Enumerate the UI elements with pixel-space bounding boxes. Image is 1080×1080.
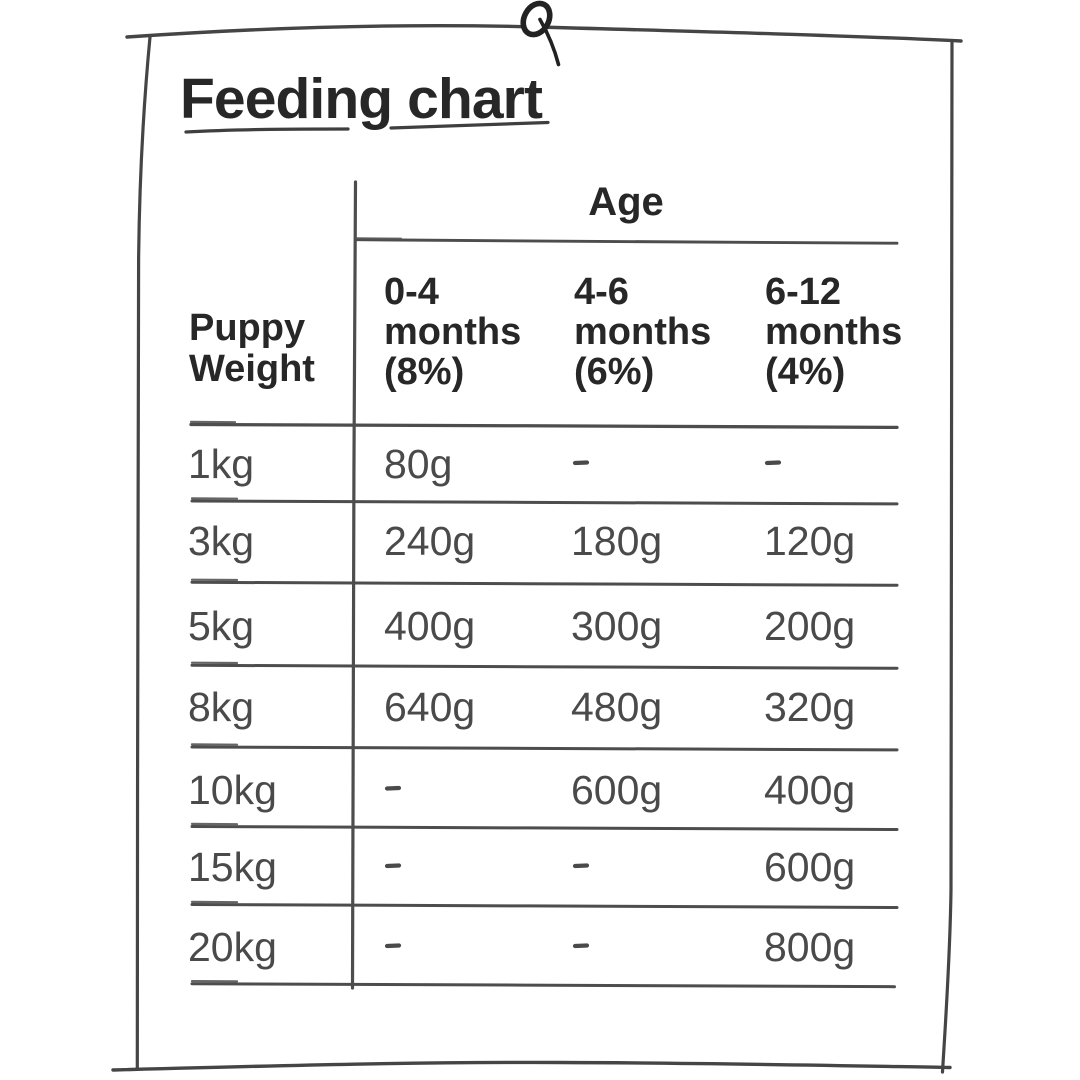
svg-text:320g: 320g bbox=[764, 684, 855, 730]
svg-text:640g: 640g bbox=[384, 684, 475, 730]
svg-text:8kg: 8kg bbox=[188, 684, 254, 730]
svg-text:400g: 400g bbox=[764, 767, 855, 813]
svg-text:600g: 600g bbox=[571, 767, 662, 813]
svg-text:5kg: 5kg bbox=[188, 603, 254, 649]
svg-text:400g: 400g bbox=[384, 603, 475, 649]
svg-text:1kg: 1kg bbox=[188, 441, 254, 487]
svg-text:600g: 600g bbox=[764, 844, 855, 890]
svg-text:180g: 180g bbox=[571, 518, 662, 564]
svg-text:months: months bbox=[574, 311, 711, 353]
svg-text:10kg: 10kg bbox=[188, 767, 277, 813]
svg-text:80g: 80g bbox=[384, 441, 452, 487]
svg-text:4-6: 4-6 bbox=[574, 271, 629, 313]
svg-text:200g: 200g bbox=[764, 603, 855, 649]
svg-text:20kg: 20kg bbox=[188, 924, 277, 970]
svg-text:Feeding chart: Feeding chart bbox=[180, 67, 543, 131]
svg-text:6-12: 6-12 bbox=[765, 271, 841, 313]
svg-text:800g: 800g bbox=[764, 924, 855, 970]
svg-text:480g: 480g bbox=[571, 684, 662, 730]
svg-text:(8%): (8%) bbox=[384, 351, 464, 393]
svg-text:Weight: Weight bbox=[189, 348, 315, 390]
svg-text:240g: 240g bbox=[384, 518, 475, 564]
svg-text:15kg: 15kg bbox=[188, 844, 277, 890]
svg-text:300g: 300g bbox=[571, 603, 662, 649]
svg-text:(4%): (4%) bbox=[765, 351, 845, 393]
svg-text:(6%): (6%) bbox=[574, 351, 654, 393]
svg-text:Puppy: Puppy bbox=[189, 307, 305, 349]
svg-text:3kg: 3kg bbox=[188, 518, 254, 564]
svg-text:0-4: 0-4 bbox=[384, 271, 439, 313]
svg-text:120g: 120g bbox=[764, 518, 855, 564]
svg-text:months: months bbox=[384, 311, 521, 353]
svg-text:months: months bbox=[765, 311, 902, 353]
svg-text:Age: Age bbox=[588, 180, 664, 224]
